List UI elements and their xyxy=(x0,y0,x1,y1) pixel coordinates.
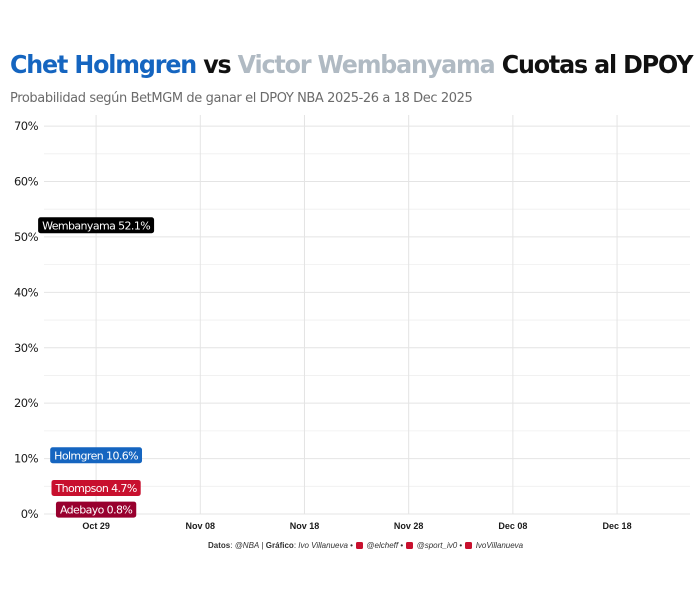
x-tick-label: Nov 28 xyxy=(394,521,424,531)
label-text: Holmgren 10.6% xyxy=(54,449,138,462)
label-text: Adebayo 0.8% xyxy=(60,504,132,517)
chart-title: Chet Holmgren vs Victor Wembanyama Cuota… xyxy=(10,50,694,79)
title-player-1: Chet Holmgren xyxy=(10,50,197,79)
y-tick-label: 20% xyxy=(14,396,39,410)
x-tick-label: Dec 18 xyxy=(603,521,632,531)
grid-layer xyxy=(44,115,690,515)
y-tick-label: 0% xyxy=(21,507,39,521)
caption-grafico-value: Ivo Villanueva xyxy=(298,541,348,550)
label-box xyxy=(38,217,155,234)
label-box xyxy=(51,479,141,496)
series-end-label: Thompson 4.7% xyxy=(51,479,141,496)
caption-handle-ig[interactable]: @sport_iv0 xyxy=(416,541,458,550)
title-rest: Cuotas al DPOY xyxy=(494,50,694,79)
x-tick-label: Dec 08 xyxy=(498,521,527,531)
instagram-icon[interactable] xyxy=(406,542,414,549)
series-end-label: Wembanyama 52.1% xyxy=(38,217,155,234)
x-icon[interactable] xyxy=(356,542,364,549)
label-box xyxy=(50,447,143,464)
title-vs: vs xyxy=(196,50,238,79)
y-tick-label: 60% xyxy=(14,175,39,189)
tick-layer: 0% 10% 20% 30% 40% 50% 60% 70% Oct 29 Nov 08 Nov 1… xyxy=(14,119,632,531)
chart-subtitle: Probabilidad según BetMGM de ganar el DP… xyxy=(10,91,473,106)
title-player-2: Victor Wembanyama xyxy=(237,50,496,79)
y-tick-label: 50% xyxy=(14,230,39,244)
chart-caption: Datos: @NBA | Gráfico: Ivo Villanueva • … xyxy=(208,541,524,550)
series-layer: Wembanyama 52.1% Holmgren 10.6% Thompson 4… xyxy=(38,217,155,518)
x-tick-label: Oct 29 xyxy=(82,521,110,531)
caption-grafico-label: Gráfico xyxy=(265,541,294,550)
x-tick-label: Nov 08 xyxy=(186,521,216,531)
caption-handle-x[interactable]: @elcheff xyxy=(366,541,399,550)
y-tick-label: 30% xyxy=(14,341,39,355)
caption-datos-label: Datos xyxy=(208,541,231,550)
label-box xyxy=(55,501,137,518)
y-tick-label: 70% xyxy=(14,119,39,133)
x-tick-label: Nov 18 xyxy=(290,521,320,531)
youtube-icon[interactable] xyxy=(465,542,473,549)
caption-datos-value: @NBA xyxy=(234,541,260,550)
y-tick-label: 10% xyxy=(14,452,39,466)
label-text: Wembanyama 52.1% xyxy=(42,219,150,232)
series-end-label: Adebayo 0.8% xyxy=(55,501,137,518)
y-tick-label: 40% xyxy=(14,285,39,299)
series-end-label: Holmgren 10.6% xyxy=(50,447,143,464)
label-text: Thompson 4.7% xyxy=(54,482,136,495)
caption-handle-yt[interactable]: IvoVillanueva xyxy=(475,541,524,550)
